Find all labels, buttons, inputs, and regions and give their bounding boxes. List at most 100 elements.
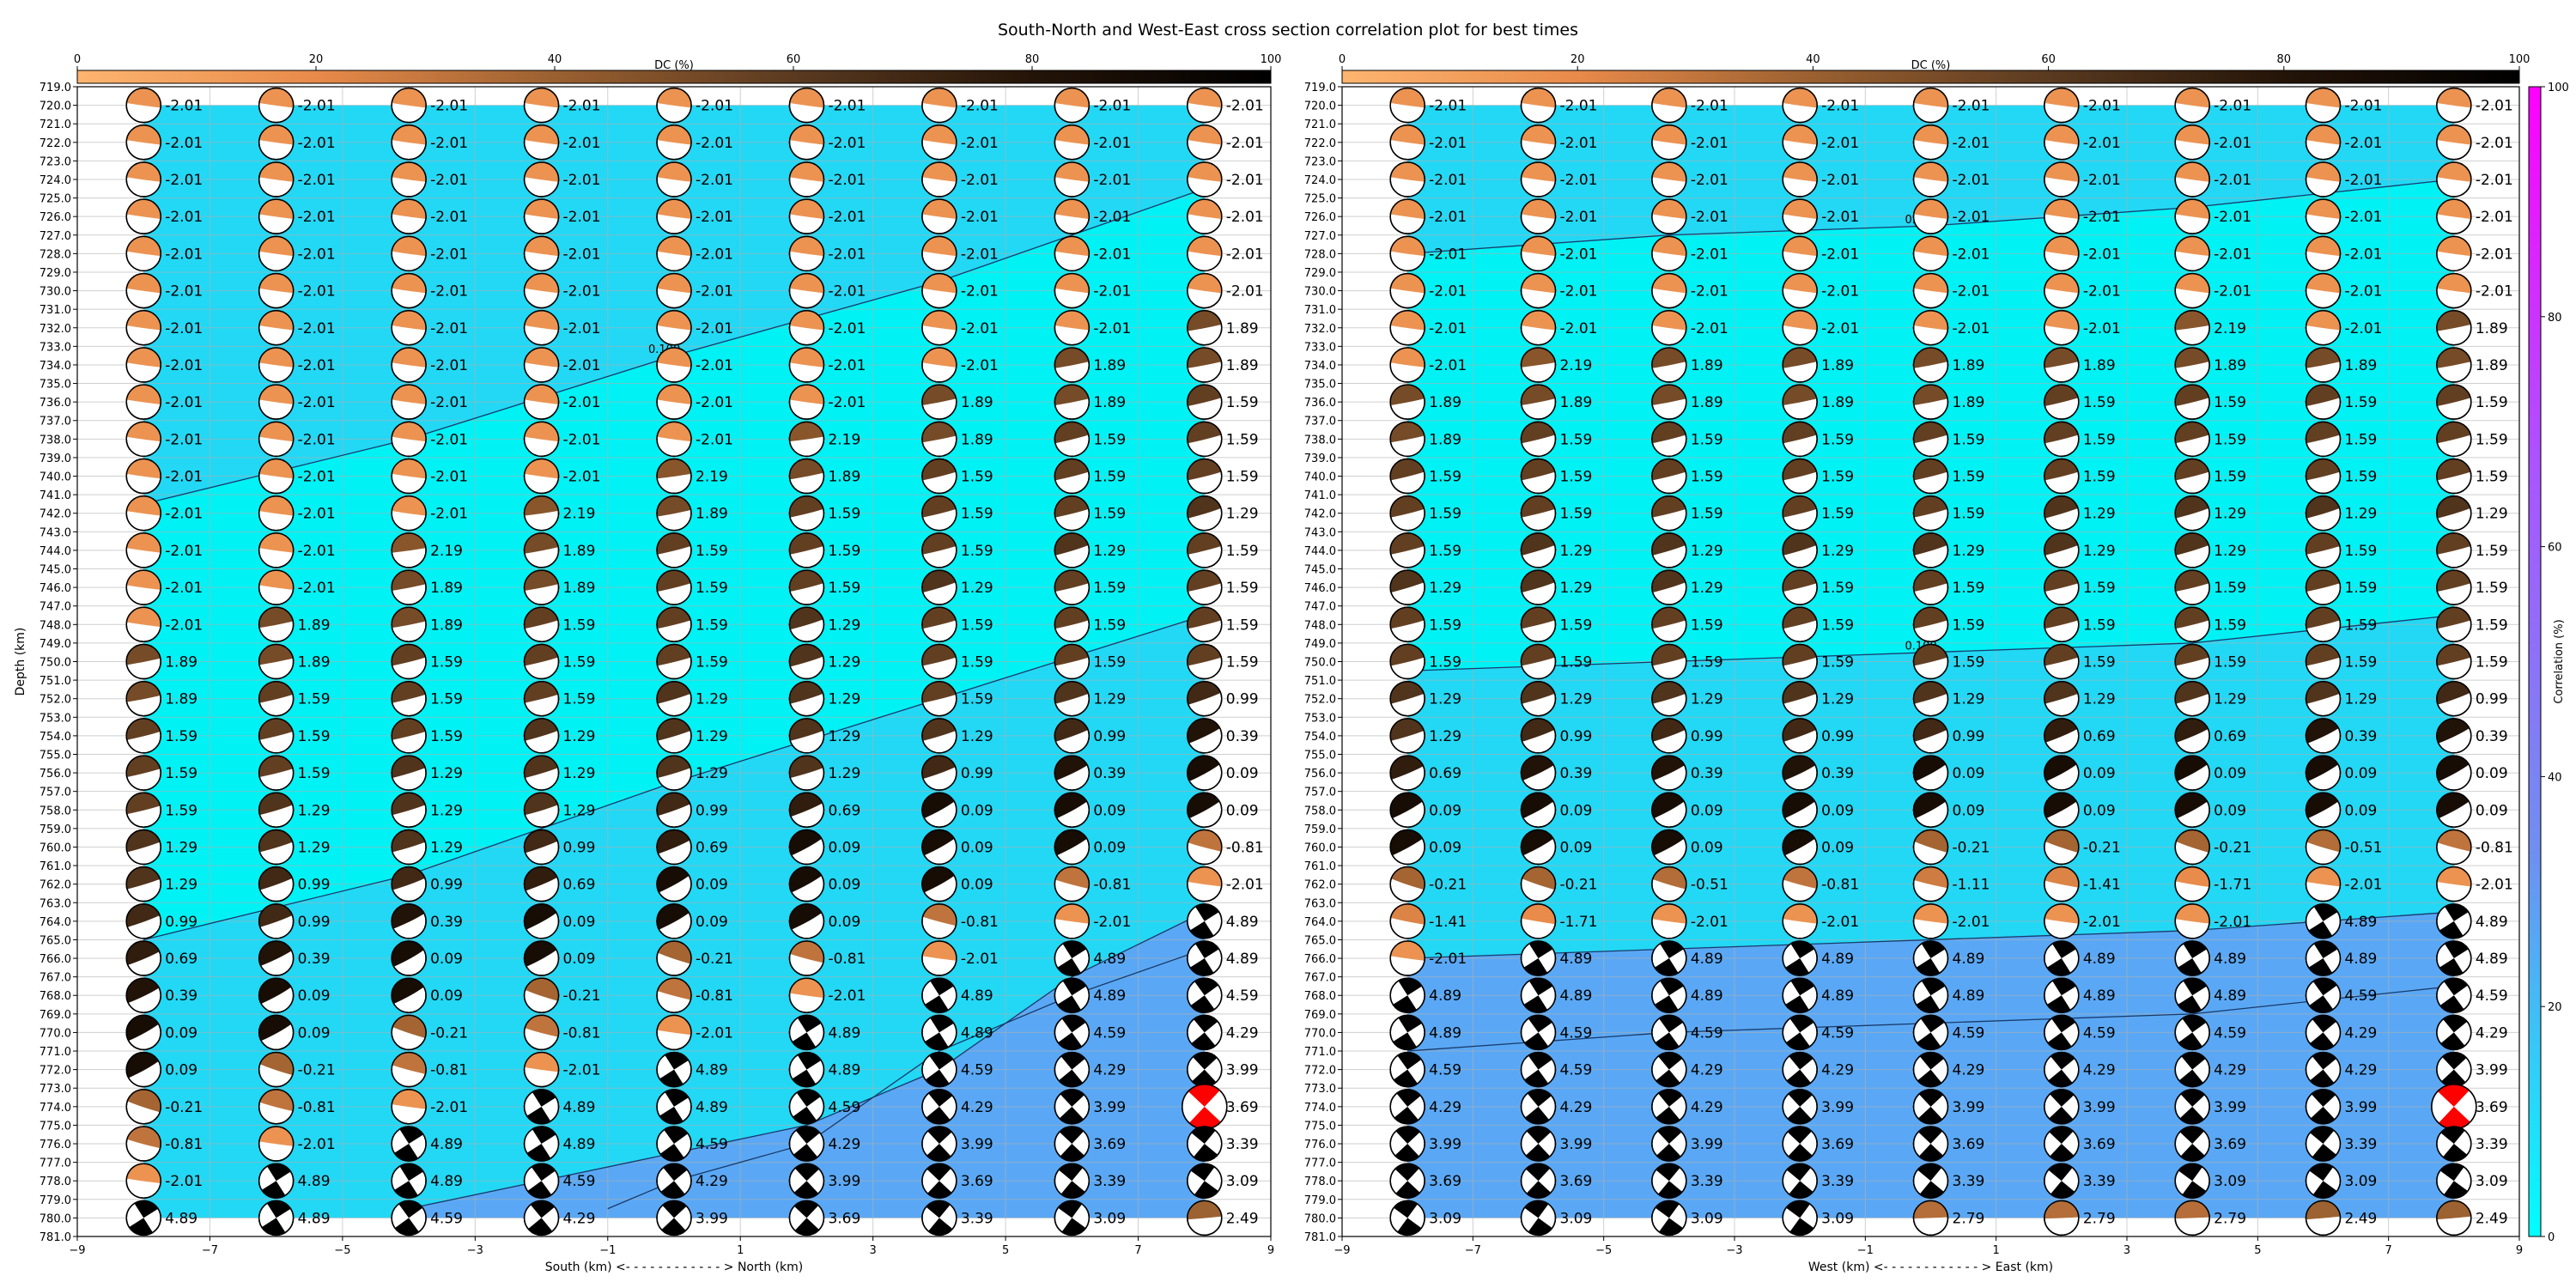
beachball [1187,569,1223,605]
beachball-value: -2.01 [563,469,601,486]
beachball [921,903,957,939]
beachball [523,421,560,458]
beachball [258,198,295,234]
dc-colorbar-tick-label: 20 [309,53,324,66]
beachball [1782,606,1818,643]
beachball [1389,606,1425,643]
beachball [656,1089,692,1125]
beachball-value: 0.09 [961,877,993,894]
beachball [1054,755,1091,791]
beachball [258,87,295,124]
beachball [523,125,560,161]
beachball [656,495,692,532]
beachball-value: 1.29 [1821,543,1854,560]
beachball-value: 1.59 [696,543,728,560]
beachball-value: 1.59 [1093,580,1126,597]
beachball-value: -0.81 [961,914,999,931]
beachball-value: 3.69 [1953,1136,1985,1153]
beachball-value: -2.01 [563,209,601,226]
beachball-value: -2.01 [1691,209,1728,226]
beachball [2174,198,2210,234]
beachball-value: -2.01 [2214,172,2251,189]
beachball [1912,125,1949,161]
beachball-value: -2.01 [961,172,999,189]
beachball [2436,903,2472,939]
beachball-value: 1.29 [563,728,596,745]
beachball-value: 1.59 [2214,469,2246,486]
beachball [2305,310,2342,346]
beachball [1520,977,1557,1013]
beachball-value: 1.29 [430,802,463,819]
beachball-value: 3.69 [828,1210,860,1227]
beachball-value: 1.59 [2345,617,2378,634]
y-tick-label: 768.0 [1304,990,1336,1003]
beachball [125,495,161,532]
beachball-value: 1.29 [1429,728,1461,745]
beachball [1389,198,1425,234]
beachball-value: 3.69 [1560,1173,1593,1190]
beachball-value: -2.01 [165,172,203,189]
beachball [2436,272,2472,309]
beachball [2305,125,2342,161]
beachball-value: -2.01 [1691,172,1728,189]
beachball-value: -2.01 [2083,98,2121,115]
beachball [2436,421,2472,458]
beachball-value: 1.29 [2083,691,2116,708]
y-tick-label: 737.0 [1304,416,1336,428]
beachball-value: 1.89 [2214,357,2246,374]
beachball [1782,347,1818,383]
beachball [1054,829,1091,866]
beachball [1912,680,1949,717]
beachball-value: 2.19 [430,543,463,560]
y-tick-label: 721.0 [39,118,71,131]
x-tick-label: −3 [1726,1244,1742,1257]
beachball [1054,680,1091,717]
beachball [1782,125,1818,161]
y-tick-label: 742.0 [39,508,71,521]
beachball-value: 4.59 [1953,1024,1985,1042]
beachball-value: 0.09 [1093,802,1126,819]
beachball [1912,421,1949,458]
beachball-value: -2.01 [298,98,336,115]
beachball-value: 1.59 [1093,506,1126,523]
beachball-value: 1.89 [1953,394,1985,411]
beachball-value: 1.59 [828,543,860,560]
beachball [1782,1014,1818,1051]
beachball-value: 0.09 [1226,765,1259,782]
y-tick-label: 744.0 [1304,545,1336,558]
beachball [921,384,957,420]
beachball [1389,1051,1425,1088]
beachball [1520,866,1557,902]
beachball [258,1126,295,1162]
beachball-value: 1.59 [828,506,860,523]
beachball [1912,310,1949,346]
beachball-value: -2.01 [828,394,866,411]
beachball [1912,1126,1949,1162]
beachball [2305,829,2342,866]
beachball [1520,606,1557,643]
beachball [258,1089,295,1125]
beachball-value: -2.01 [2345,209,2383,226]
beachball [1054,125,1091,161]
y-tick-label: 766.0 [1304,953,1336,966]
beachball [258,384,295,420]
beachball [258,643,295,680]
beachball-value: -2.01 [430,209,468,226]
beachball-value: -0.81 [828,951,866,968]
beachball-value: 4.59 [961,1062,993,1079]
beachball-value: 1.29 [2214,506,2246,523]
beachball [921,1089,957,1125]
beachball [1389,310,1425,346]
beachball-value: -2.01 [828,98,866,115]
beachball [2044,1089,2080,1125]
y-tick-label: 725.0 [39,193,71,206]
beachball [2174,643,2210,680]
beachball-value: 1.89 [165,691,197,708]
beachball [1054,1014,1091,1051]
beachball-value: -2.01 [1953,914,1990,931]
correlation-colorbar-tick-label: 20 [2548,1001,2562,1014]
beachball [2174,161,2210,197]
y-tick-label: 772.0 [39,1065,71,1078]
beachball-value: 0.09 [961,839,993,856]
beachball-value: 0.09 [2345,765,2378,782]
